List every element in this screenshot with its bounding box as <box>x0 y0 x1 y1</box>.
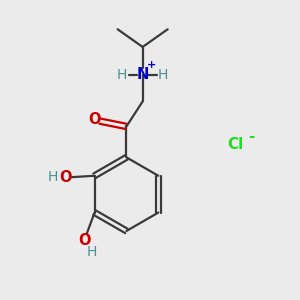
Text: H: H <box>48 170 58 184</box>
Text: O: O <box>78 233 91 248</box>
Text: H: H <box>158 68 168 82</box>
Text: +: + <box>147 61 156 70</box>
Text: O: O <box>59 170 71 185</box>
Text: Cl: Cl <box>227 136 244 152</box>
Text: -: - <box>248 129 255 144</box>
Text: O: O <box>88 112 101 127</box>
Text: N: N <box>136 68 149 82</box>
Text: H: H <box>86 245 97 259</box>
Text: H: H <box>117 68 127 82</box>
